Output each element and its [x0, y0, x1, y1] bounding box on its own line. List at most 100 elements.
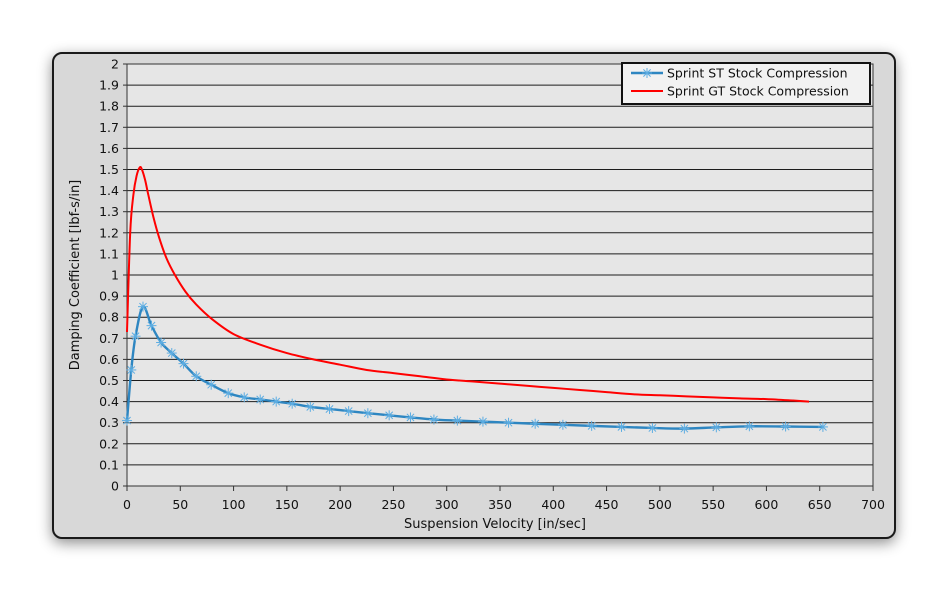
y-tick-label: 0.1 [99, 457, 119, 472]
marker-stroke [587, 421, 596, 430]
legend-asterisk-icon [642, 68, 652, 78]
y-tick-label: 0.2 [99, 436, 119, 451]
y-tick-label: 1.4 [99, 183, 119, 198]
series-st-marker [384, 410, 395, 421]
series-st-marker [239, 392, 250, 403]
marker-stroke [240, 393, 249, 402]
marker-stroke [147, 321, 156, 330]
series-st-marker [126, 364, 137, 375]
y-tick-label: 1.1 [99, 246, 119, 261]
series-st-marker [324, 403, 335, 414]
series-st-marker [122, 415, 132, 426]
x-tick-label: 50 [172, 497, 188, 512]
marker-stroke [680, 424, 689, 433]
series-st-marker [287, 398, 298, 409]
marker-stroke [123, 416, 131, 425]
series-st-marker [343, 406, 354, 417]
series-st-marker [428, 414, 439, 425]
series-st-marker [156, 337, 167, 348]
marker-stroke [712, 423, 721, 432]
series-st-marker [405, 412, 416, 423]
y-tick-label: 0.5 [99, 373, 119, 388]
marker-stroke [192, 372, 201, 381]
legend-box [621, 62, 871, 105]
y-tick-label: 0.9 [99, 289, 119, 304]
series-st-marker [255, 394, 266, 405]
marker-stroke [385, 411, 394, 420]
legend: Sprint ST Stock Compression Sprint GT St… [621, 62, 871, 105]
series-st-marker [744, 421, 755, 432]
y-tick-label: 0 [111, 479, 119, 494]
x-tick-label: 550 [701, 497, 725, 512]
series-st-marker [206, 379, 217, 390]
series-st-marker [223, 388, 234, 399]
legend-label-st: Sprint ST Stock Compression [667, 66, 848, 81]
y-tick-label: 0.6 [99, 352, 119, 367]
marker-stroke [648, 424, 657, 432]
grid-lines [127, 63, 873, 487]
marker-stroke [167, 349, 176, 358]
marker-stroke [429, 415, 438, 424]
marker-stroke [179, 359, 188, 368]
x-tick-label: 200 [328, 497, 352, 512]
marker-stroke [453, 416, 462, 425]
marker-stroke [131, 332, 140, 341]
marker-stroke [224, 389, 233, 398]
x-tick-label: 300 [435, 497, 459, 512]
series-st-marker [178, 358, 189, 369]
x-axis-title: Suspension Velocity [in/sec] [404, 517, 586, 532]
marker-stroke [363, 409, 372, 418]
x-tick-label: 0 [123, 497, 131, 512]
series-st-marker [503, 417, 514, 428]
x-tick-label: 350 [488, 497, 512, 512]
series-st-marker [616, 421, 627, 432]
series-st-marker [557, 419, 568, 430]
marker-stroke [504, 418, 513, 427]
y-tick-label: 1.5 [99, 162, 119, 177]
y-tick-label: 1.7 [99, 120, 119, 135]
x-tick-label: 500 [648, 497, 672, 512]
series-st-marker [191, 371, 202, 382]
legend-marker-st [642, 68, 652, 78]
marker-stroke [306, 402, 315, 411]
marker-stroke [617, 422, 626, 431]
marker-stroke [818, 422, 827, 431]
x-tick-label: 400 [541, 497, 565, 512]
y-tick-label: 0.7 [99, 331, 119, 346]
marker-stroke [207, 380, 216, 389]
marker-stroke [478, 417, 487, 426]
marker-stroke [781, 422, 790, 431]
marker-stroke [558, 420, 567, 429]
legend-label-gt: Sprint GT Stock Compression [667, 84, 849, 99]
series-st-marker [130, 331, 141, 342]
series-layer [122, 166, 828, 434]
marker-stroke [406, 413, 415, 422]
marker-stroke [272, 397, 281, 406]
series-st-marker [647, 422, 658, 433]
series-st-marker [477, 416, 488, 427]
series-st-marker [305, 401, 316, 412]
marker-stroke [745, 422, 754, 431]
marker-stroke [127, 365, 136, 374]
marker-stroke [157, 338, 166, 347]
series-gt-line [126, 166, 810, 403]
x-tick-label: 650 [808, 497, 832, 512]
marker-stroke [643, 69, 651, 77]
y-tick-label: 0.3 [99, 415, 119, 430]
series-st-marker [362, 408, 373, 419]
series-st-marker [679, 423, 690, 434]
x-tick-labels: 0 50 100 150 200 250 300 350 400 450 500 550 600 650 7… [123, 497, 885, 512]
series-st-marker [166, 348, 177, 359]
x-tick-label: 450 [595, 497, 619, 512]
marker-stroke [288, 399, 297, 408]
marker-stroke [344, 407, 353, 416]
series-st-marker [711, 422, 722, 433]
series-st-marker [452, 415, 463, 426]
x-tick-label: 700 [861, 497, 885, 512]
y-tick-label: 1.2 [99, 225, 119, 240]
series-st-marker [530, 418, 541, 429]
series-st-marker [271, 396, 282, 407]
marker-stroke [256, 395, 265, 404]
series-st-marker [780, 421, 791, 432]
